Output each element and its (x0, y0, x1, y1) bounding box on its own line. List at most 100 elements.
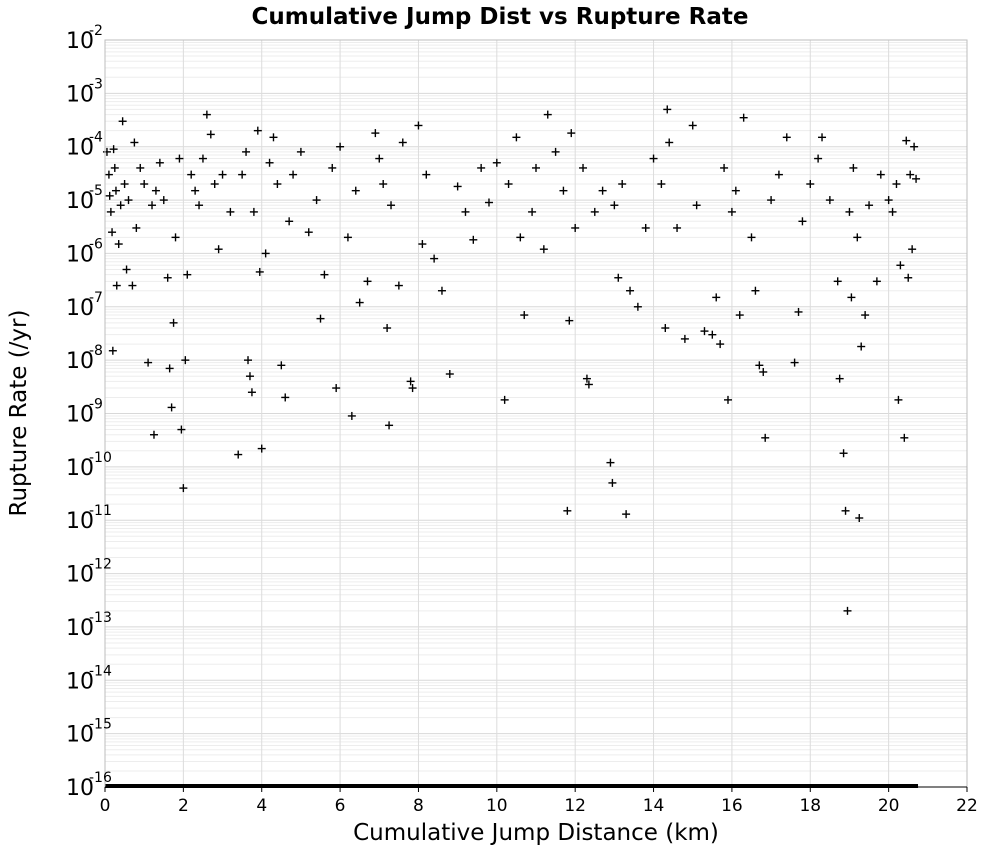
data-point (398, 138, 407, 147)
data-point (277, 361, 286, 370)
data-point (155, 158, 164, 167)
data-point (437, 286, 446, 295)
data-point (195, 201, 204, 210)
data-point (567, 129, 576, 138)
data-point (590, 207, 599, 216)
data-point (120, 180, 129, 189)
data-point (343, 233, 352, 242)
data-point (845, 207, 854, 216)
data-point (469, 235, 478, 244)
data-point (102, 147, 111, 156)
data-point (906, 170, 915, 179)
data-point (163, 273, 172, 282)
x-tick-label: 22 (956, 796, 978, 816)
data-point (191, 186, 200, 195)
y-tick-label: 10 (66, 776, 94, 801)
data-point (582, 374, 591, 383)
data-point (418, 240, 427, 249)
data-point (894, 395, 903, 404)
y-tick-labels: 10-210-310-410-510-610-710-810-910-1010-… (66, 23, 112, 801)
data-point (198, 154, 207, 163)
y-tick-label: 10 (66, 669, 94, 694)
data-point (104, 170, 113, 179)
data-point (108, 228, 117, 237)
data-point (516, 233, 525, 242)
data-point (712, 293, 721, 302)
data-point (304, 228, 313, 237)
data-point (110, 163, 119, 172)
y-tick-exponent: -3 (89, 76, 103, 92)
data-point (618, 180, 627, 189)
x-tick-label: 0 (100, 796, 111, 816)
data-point (504, 180, 513, 189)
data-point (847, 293, 856, 302)
data-point (865, 201, 874, 210)
data-point (528, 207, 537, 216)
data-point (109, 145, 118, 154)
data-point (249, 207, 258, 216)
data-point (794, 307, 803, 316)
data-point (622, 510, 631, 519)
data-point (238, 170, 247, 179)
x-tick-label: 18 (799, 796, 821, 816)
y-tick-label: 10 (66, 29, 94, 54)
data-point (692, 201, 701, 210)
data-point (144, 358, 153, 367)
data-point (167, 403, 176, 412)
data-point (610, 201, 619, 210)
data-point (265, 158, 274, 167)
data-point (253, 126, 262, 135)
x-tick-label: 4 (256, 796, 267, 816)
y-tick-label: 10 (66, 189, 94, 214)
data-point (904, 273, 913, 282)
data-point (244, 356, 253, 365)
data-point (355, 298, 364, 307)
data-point (843, 606, 852, 615)
data-point (606, 458, 615, 467)
data-point (242, 147, 251, 156)
y-tick-label: 10 (66, 136, 94, 161)
data-point (118, 117, 127, 126)
data-point (255, 267, 264, 276)
y-tick-label: 10 (66, 723, 94, 748)
data-point (371, 129, 380, 138)
x-tick-label: 2 (178, 796, 189, 816)
data-point (383, 324, 392, 333)
x-tick-label: 14 (643, 796, 665, 816)
data-point (316, 314, 325, 323)
x-tick-label: 12 (564, 796, 586, 816)
data-point (708, 330, 717, 339)
data-point (351, 186, 360, 195)
data-point (700, 327, 709, 336)
data-point (584, 380, 593, 389)
chart-title: Cumulative Jump Dist vs Rupture Rate (252, 4, 749, 30)
data-point (108, 346, 117, 355)
data-points (102, 105, 921, 788)
data-point (169, 318, 178, 327)
data-point (122, 265, 131, 274)
data-point (912, 174, 921, 183)
data-point (649, 154, 658, 163)
data-point (902, 136, 911, 145)
y-tick-label: 10 (66, 563, 94, 588)
y-tick-label: 10 (66, 349, 94, 374)
data-point (641, 223, 650, 232)
data-point (136, 163, 145, 172)
data-point (281, 393, 290, 402)
data-point (132, 223, 141, 232)
x-tick-label: 6 (335, 796, 346, 816)
data-point (273, 180, 282, 189)
data-point (408, 384, 417, 393)
data-point (614, 273, 623, 282)
y-tick-exponent: -14 (89, 663, 112, 679)
data-point (814, 154, 823, 163)
data-point (720, 163, 729, 172)
data-point (751, 286, 760, 295)
data-point (688, 121, 697, 130)
data-point (210, 180, 219, 189)
data-point (226, 207, 235, 216)
data-point (124, 196, 133, 205)
data-point (336, 142, 345, 151)
data-point (285, 217, 294, 226)
data-point (563, 506, 572, 515)
